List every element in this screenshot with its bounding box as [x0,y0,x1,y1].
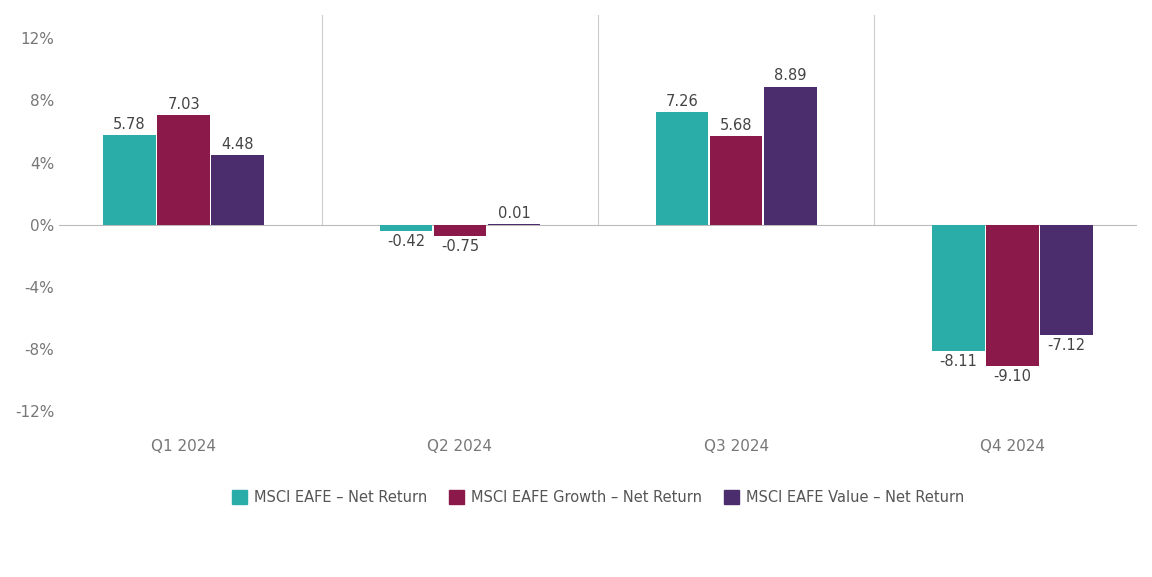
Bar [1040,224,1093,335]
Bar [764,87,817,224]
Legend: MSCI EAFE – Net Return, MSCI EAFE Growth – Net Return, MSCI EAFE Value – Net Ret: MSCI EAFE – Net Return, MSCI EAFE Growth… [226,484,970,511]
Text: -7.12: -7.12 [1047,338,1085,353]
Text: 5.78: 5.78 [113,117,146,132]
Text: 8.89: 8.89 [774,69,806,84]
Bar [158,115,210,224]
Text: 7.26: 7.26 [666,94,698,109]
Text: -8.11: -8.11 [940,354,978,369]
Bar [104,135,156,224]
Text: 0.01: 0.01 [498,207,530,222]
Bar [212,155,264,224]
Text: -0.42: -0.42 [387,234,425,249]
Bar [932,224,985,351]
Bar [434,224,486,237]
Text: 4.48: 4.48 [221,137,253,152]
Text: -9.10: -9.10 [994,369,1032,384]
Bar [657,112,708,224]
Text: 5.68: 5.68 [720,118,752,133]
Text: -0.75: -0.75 [441,239,479,254]
Text: 7.03: 7.03 [167,98,200,113]
Bar [986,224,1039,366]
Bar [380,224,432,231]
Bar [710,136,763,224]
